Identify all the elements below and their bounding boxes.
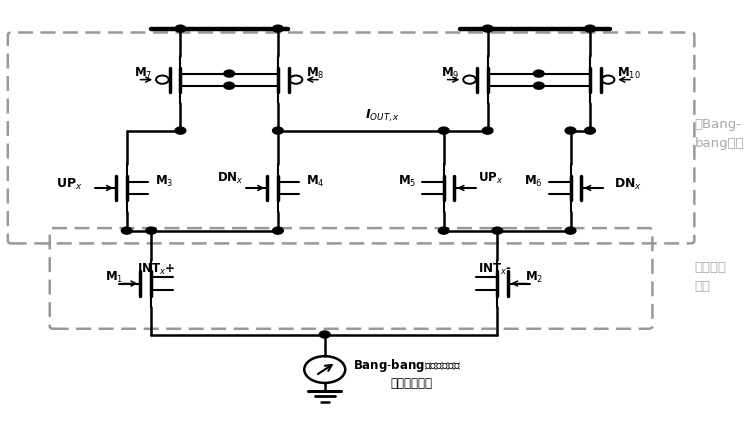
Circle shape (224, 70, 235, 77)
Circle shape (438, 227, 449, 234)
Text: M$_2$: M$_2$ (526, 270, 544, 285)
Circle shape (584, 127, 596, 134)
Circle shape (482, 25, 493, 32)
Circle shape (272, 127, 284, 134)
Text: M$_{10}$: M$_{10}$ (617, 66, 641, 81)
Circle shape (533, 82, 544, 89)
Circle shape (566, 227, 576, 234)
Circle shape (224, 82, 235, 89)
Circle shape (492, 227, 503, 234)
Circle shape (320, 331, 330, 338)
Text: DN$_x$: DN$_x$ (217, 171, 244, 186)
Text: INT$_x$+: INT$_x$+ (137, 262, 174, 277)
Circle shape (175, 25, 186, 32)
Circle shape (146, 227, 156, 234)
Circle shape (482, 127, 493, 134)
Circle shape (272, 227, 284, 234)
Text: 自Bang-
bang通路: 自Bang- bang通路 (694, 118, 744, 150)
Text: M$_5$: M$_5$ (398, 174, 416, 189)
Circle shape (566, 127, 576, 134)
Text: M$_6$: M$_6$ (524, 174, 543, 189)
Circle shape (584, 25, 596, 32)
Text: INT$_x$-: INT$_x$- (478, 262, 512, 277)
Text: DN$_x$: DN$_x$ (614, 177, 643, 192)
Text: M$_3$: M$_3$ (155, 174, 173, 189)
Circle shape (121, 227, 132, 234)
Text: M$_8$: M$_8$ (306, 66, 324, 81)
Circle shape (438, 127, 449, 134)
Text: M$_4$: M$_4$ (306, 174, 324, 189)
Circle shape (533, 70, 544, 77)
Text: M$_1$: M$_1$ (105, 270, 123, 285)
Text: UP$_x$: UP$_x$ (478, 171, 503, 186)
Text: 自线性化
通路: 自线性化 通路 (694, 261, 726, 293)
Text: M$_7$: M$_7$ (134, 66, 153, 81)
Text: I$_{OUT, x}$: I$_{OUT, x}$ (365, 108, 400, 124)
Text: M$_9$: M$_9$ (441, 66, 459, 81)
Text: $\bf{Bang}$-$\bf{bang}$通路和线性化: $\bf{Bang}$-$\bf{bang}$通路和线性化 (353, 357, 462, 374)
Circle shape (175, 127, 186, 134)
Text: 通路比例调节: 通路比例调节 (390, 377, 432, 390)
Circle shape (272, 25, 284, 32)
Text: UP$_x$: UP$_x$ (56, 177, 83, 192)
